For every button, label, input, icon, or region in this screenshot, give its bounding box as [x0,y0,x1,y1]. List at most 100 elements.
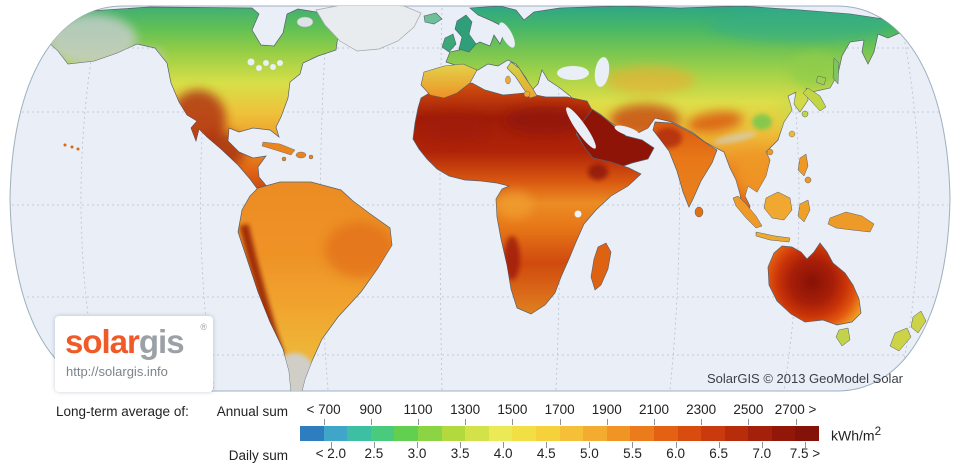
annual-tick [370,419,372,425]
colorbar-segment [606,426,631,441]
daily-tick-label: 4.0 [493,446,513,461]
daily-tick-label: 5.0 [580,446,599,461]
annual-tick [654,419,655,425]
daily-tick-label: 3.5 [450,446,470,461]
africa [412,82,642,315]
daily-tick [416,442,418,448]
daily-tick [460,442,462,448]
daily-tick [503,442,505,448]
italy [506,61,538,99]
sichuan-green [752,114,772,130]
baltic-sea [499,22,515,48]
persian-gulf [614,125,640,137]
annual-tick-label: 2700 > [774,402,817,417]
annual-tick [465,419,467,425]
java [755,231,791,243]
colorbar-segment [488,426,513,441]
daily-tick-label: 2.5 [364,446,384,461]
annual-tick-label: 2100 [638,402,670,417]
colorbar-segment [347,426,371,441]
indonesia [732,153,875,243]
jamaica [281,156,287,162]
annual-tick-label: 900 [359,402,383,417]
lake-victoria [574,210,582,218]
hainan [766,148,774,156]
colorbar-segment [724,426,749,441]
daily-tick [589,442,591,448]
daily-tick [761,442,763,448]
tibet-hotspot [687,111,743,133]
sardinia [505,75,511,85]
puerto-rico [308,154,314,160]
annual-sum-label: Annual sum [216,404,288,419]
red-sea [566,107,596,149]
colorbar-segment [300,426,324,441]
annual-tick [512,419,514,425]
annual-tick-label: 1100 [403,402,433,417]
annual-tick [323,419,325,425]
daily-sum-label: Daily sum [228,448,288,463]
sakhalin [832,57,840,85]
madagascar [590,242,612,291]
solargis-logo-box: solargis ® http://solargis.info [55,316,213,392]
daily-tick [546,442,548,448]
tasmania [835,327,851,347]
sumatra [732,195,763,229]
new-zealand [889,310,927,352]
iceland [423,12,443,25]
annual-tick-label: 1500 [497,402,528,417]
annual-tick-label: 1900 [591,402,622,417]
ireland [441,33,457,53]
logo-gis-text: gis [138,323,185,360]
registered-mark: ® [200,322,207,332]
colorbar-segment [394,426,418,441]
black-sea [557,66,589,80]
daily-tick [373,442,375,448]
borneo [763,191,793,221]
congo-lighter [497,191,533,219]
daily-tick-label: 6.5 [709,446,729,461]
annual-tick-label: 2500 [733,402,764,417]
annual-tick [748,419,750,425]
world-map-canvas [9,5,951,392]
legend-title: Long-term average of: [56,404,189,419]
annual-tick [559,419,561,425]
legend: Long-term average of: Annual sum Daily s… [0,397,960,473]
annual-tick [418,419,419,425]
caspian-sea [594,57,610,87]
sahara-hotspot [505,106,585,134]
daily-tick [804,442,806,448]
great-lakes [247,58,283,71]
annual-tick-label: < 700 [306,402,341,417]
sulawesi [797,199,811,223]
colorbar-segment [370,426,395,441]
daily-tick-label: 4.5 [536,446,556,461]
colorbar-segment [559,426,584,441]
daily-tick-label: 7.0 [752,446,772,461]
taiwan [788,130,796,138]
daily-tick-label: 5.5 [623,446,642,461]
himalaya-no-data [713,131,757,145]
alaska-no-data [47,14,137,66]
new-guinea [827,211,875,233]
inland-seas [499,22,640,149]
annual-tick [795,419,797,425]
daily-tick-label: < 2.0 [315,446,346,461]
colorbar-segment [583,426,607,441]
daily-tick [330,442,332,448]
hispaniola [295,151,307,159]
caribbean [261,141,314,162]
philippines [797,153,809,177]
unit-sup: 2 [874,425,882,438]
colorbar-segment [653,426,678,441]
daily-tick-label: 6.0 [666,446,685,461]
colorbar-segment [677,426,702,441]
daily-tick-label: 3.0 [407,446,427,461]
baffin-island [296,16,314,28]
namibia-hotspot [504,236,520,280]
annual-tick-label: 1700 [544,402,575,417]
colorbar [300,426,820,441]
colorbar-segment [701,426,725,441]
colorbar-segment [417,426,442,441]
